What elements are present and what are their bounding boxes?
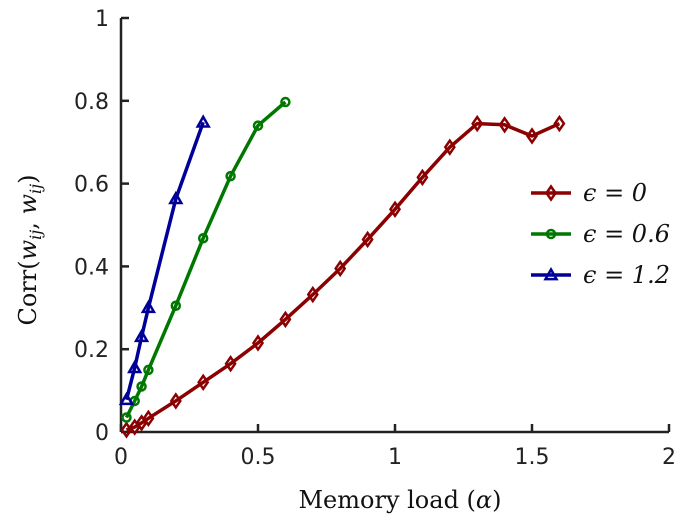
y-tick-label: 0.8 — [74, 90, 109, 115]
legend-item: ϵ = 0 — [531, 179, 647, 207]
data-point-marker — [334, 259, 347, 278]
y-axis-title: Corr(wij, wij) — [14, 174, 45, 325]
x-tick-label: 1.5 — [515, 445, 550, 470]
x-tick-label: 0.5 — [241, 445, 276, 470]
data-point-marker — [306, 285, 319, 304]
legend-label: ϵ = 0.6 — [583, 220, 670, 248]
data-point-marker — [197, 232, 209, 244]
legend-label: ϵ = 0 — [583, 179, 647, 207]
legend-item: ϵ = 0.6 — [531, 220, 670, 248]
y-tick-label: 0.4 — [74, 255, 109, 280]
data-point-marker — [127, 359, 143, 374]
x-axis-ticks: 0 0.5 1 1.5 2 — [114, 424, 676, 470]
series-1 — [121, 96, 291, 423]
data-point-marker — [133, 328, 150, 343]
legend-item: ϵ = 1.2 — [531, 261, 670, 289]
legend-swatch-marker — [545, 228, 557, 240]
x-tick-label: 2 — [662, 445, 676, 470]
y-tick-label: 0.2 — [74, 338, 109, 363]
data-point-marker — [140, 299, 157, 314]
series-line — [125, 121, 561, 432]
data-point-marker — [498, 116, 511, 134]
data-point-marker — [443, 138, 456, 156]
y-axis-ticks: 0 0.2 0.4 0.6 0.8 1 — [74, 7, 129, 446]
data-point-marker — [142, 409, 155, 428]
legend-swatch-marker — [543, 266, 559, 281]
data-point-marker — [121, 412, 132, 423]
y-tick-label: 0 — [95, 421, 109, 446]
data-point-marker — [168, 190, 184, 205]
data-point-marker — [143, 364, 154, 376]
data-point-marker — [553, 114, 566, 133]
series-0 — [120, 114, 566, 439]
data-point-marker — [195, 114, 211, 128]
data-point-marker — [225, 170, 236, 182]
series-layer — [118, 96, 566, 439]
data-point-marker — [251, 334, 265, 352]
data-point-marker — [120, 421, 133, 439]
series-2 — [118, 114, 211, 406]
series-line — [124, 100, 287, 419]
x-axis-title: Memory load (α) — [298, 486, 501, 514]
data-point-marker — [252, 120, 264, 131]
data-point-marker — [361, 230, 374, 249]
data-point-marker — [136, 381, 147, 392]
data-point-marker — [169, 392, 182, 410]
data-point-marker — [525, 127, 539, 145]
series-line — [124, 121, 205, 401]
data-point-marker — [280, 96, 291, 108]
data-point-marker — [224, 354, 237, 373]
legend: ϵ = 0 ϵ = 0.6 ϵ = 1.2 — [531, 179, 670, 289]
data-point-marker — [118, 391, 135, 406]
data-point-marker — [170, 300, 182, 311]
x-tick-label: 1 — [388, 445, 402, 470]
legend-swatch-marker — [544, 184, 558, 202]
data-point-marker — [471, 114, 484, 133]
data-point-marker — [279, 310, 292, 329]
legend-label: ϵ = 1.2 — [583, 261, 670, 289]
data-point-marker — [388, 200, 402, 218]
x-tick-label: 0 — [114, 445, 128, 470]
data-point-marker — [197, 373, 210, 392]
data-point-marker — [416, 168, 429, 187]
y-tick-label: 1 — [95, 7, 109, 32]
y-tick-label: 0.6 — [74, 173, 109, 198]
